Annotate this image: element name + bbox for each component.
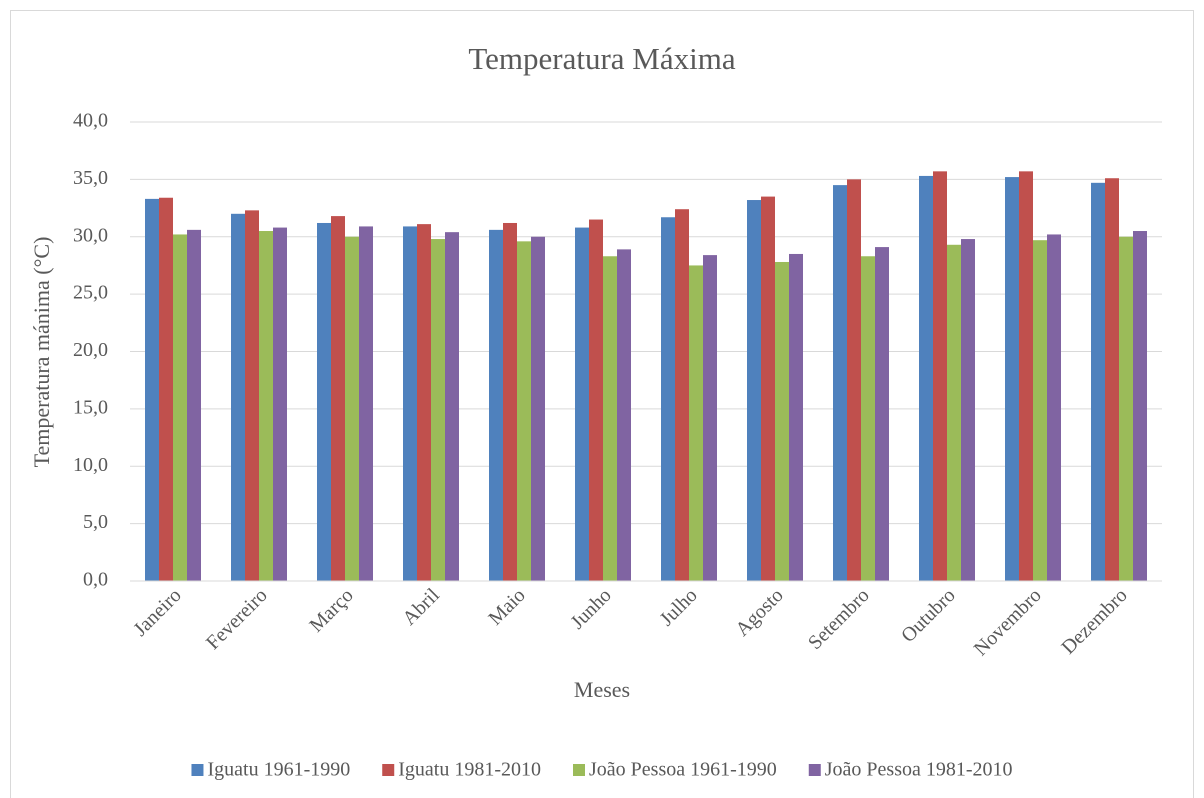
bar: [359, 226, 373, 582]
bar: [789, 253, 803, 581]
bar: [273, 227, 287, 581]
legend-swatch: [573, 764, 585, 776]
y-axis-label: Temperatura mánima (°C): [29, 237, 54, 468]
y-tick-label: 15,0: [73, 396, 108, 418]
legend-label: João Pessoa 1981-2010: [825, 759, 1013, 781]
bar: [403, 226, 417, 582]
bar: [589, 219, 603, 581]
bar: [159, 197, 173, 582]
bar: [1133, 231, 1147, 581]
y-tick-label: 35,0: [73, 167, 108, 189]
bar: [1005, 177, 1019, 581]
bar: [145, 198, 159, 581]
bar: [861, 256, 875, 581]
bar: [775, 261, 789, 581]
bar: [833, 185, 847, 582]
bar: [317, 222, 331, 582]
legend-label: Iguatu 1981-2010: [398, 759, 541, 781]
bar: [445, 232, 459, 581]
bar: [947, 244, 961, 581]
bar: [661, 217, 675, 581]
y-tick-label: 25,0: [73, 282, 108, 304]
bar: [187, 229, 201, 582]
y-tick-label: 10,0: [73, 454, 108, 476]
legend-swatch: [382, 764, 395, 776]
bar: [231, 213, 245, 582]
bar: [503, 222, 517, 582]
bar: [259, 231, 273, 581]
bar: [331, 216, 345, 581]
y-tick-label: 0,0: [83, 569, 108, 591]
bar: [675, 209, 689, 581]
bar: [1047, 234, 1061, 581]
bar: [603, 256, 617, 581]
legend-label: Iguatu 1961-1990: [207, 759, 350, 781]
bar: [961, 239, 975, 582]
bar: [417, 224, 431, 581]
bar: [919, 175, 933, 581]
bar: [517, 241, 531, 581]
bar: [1019, 171, 1033, 581]
bar: [1033, 240, 1047, 581]
bar: [173, 234, 187, 581]
bar: [489, 229, 503, 582]
bar: [703, 255, 717, 582]
bar: [933, 171, 947, 581]
bar: [617, 249, 631, 581]
bar: [431, 239, 445, 582]
bar: [689, 265, 703, 581]
legend-swatch: [808, 764, 821, 776]
legend-swatch: [191, 764, 204, 776]
bar: [245, 210, 259, 582]
x-axis-label: Meses: [574, 677, 630, 702]
bar: [875, 247, 889, 581]
legend-label: João Pessoa 1961-1990: [589, 759, 777, 781]
bar: [1119, 236, 1133, 581]
bar: [847, 179, 861, 581]
bar: [1091, 182, 1105, 581]
bar: [345, 236, 359, 581]
chart-title: Temperatura Máxima: [468, 41, 735, 76]
y-tick-label: 40,0: [73, 110, 108, 132]
y-tick-label: 5,0: [83, 511, 108, 533]
bar: [575, 227, 589, 581]
bar: [531, 236, 545, 581]
bar: [761, 196, 775, 581]
y-tick-label: 30,0: [73, 224, 108, 246]
y-tick-label: 20,0: [73, 339, 108, 361]
bar: [747, 200, 761, 581]
bar: [1105, 178, 1119, 582]
